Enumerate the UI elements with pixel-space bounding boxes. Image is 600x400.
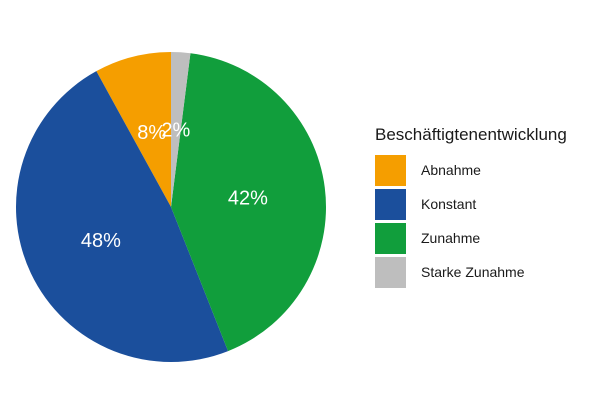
legend-label: Abnahme: [421, 162, 481, 178]
legend-swatch: [375, 256, 406, 288]
slice-label: 8%: [137, 122, 166, 144]
legend-item-zunahme: Zunahme: [375, 221, 567, 255]
slice-label: 2%: [161, 120, 190, 142]
slice-label: 42%: [228, 187, 268, 209]
legend-item-konstant: Konstant: [375, 187, 567, 221]
legend-item-starke-zunahme: Starke Zunahme: [375, 255, 567, 289]
pie-slice-konstant: [16, 71, 229, 362]
legend-title: Beschäftigtenentwicklung: [375, 125, 567, 144]
legend-item-abnahme: Abnahme: [375, 153, 567, 187]
legend-swatch: [375, 188, 406, 220]
legend-label: Zunahme: [421, 230, 481, 246]
legend-label: Starke Zunahme: [421, 264, 525, 280]
legend: Beschäftigtenentwicklung Abnahme Konstant…: [375, 125, 567, 289]
legend-label: Konstant: [421, 196, 477, 212]
pie-slice-abnahme: [96, 52, 171, 207]
legend-swatch: [375, 154, 406, 186]
legend-swatch: [375, 222, 406, 254]
slice-label: 48%: [81, 230, 121, 252]
pie-slice-zunahme: [171, 53, 326, 352]
pie-slice-starke-zunahme: [171, 52, 191, 207]
